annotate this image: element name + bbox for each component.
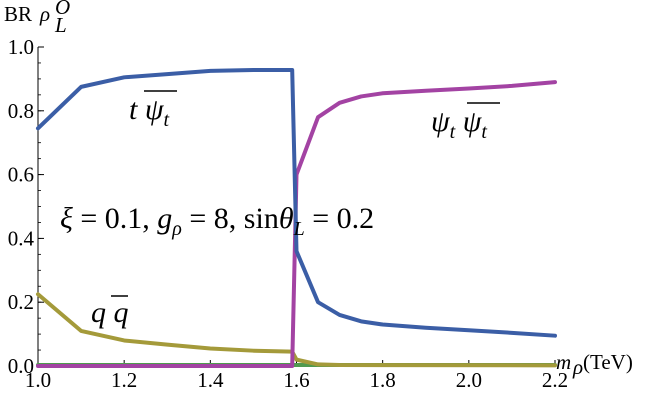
x-axis-label-rho: ρ <box>572 355 583 379</box>
y-tick-label: 0.8 <box>8 99 34 123</box>
y-tick-label: 0.0 <box>8 354 34 378</box>
y-tick-label: 0.2 <box>8 290 34 314</box>
x-axis-label-unit: (TeV) <box>583 350 633 374</box>
x-tick-label: 2.2 <box>542 368 568 392</box>
series-label-psi-psi: ψt ψt <box>431 105 487 143</box>
y-tick-label: 1.0 <box>8 35 34 59</box>
y-axis-label-base: BR <box>4 2 32 26</box>
x-tick-label: 1.8 <box>370 368 396 392</box>
y-tick-label: 0.6 <box>8 163 34 187</box>
ticks: 1.0 1.2 1.4 1.6 1.8 2.0 2.2 0.0 0.2 0.4 0.6 0.8 1.0 <box>8 35 568 392</box>
x-tick-label: 1.0 <box>25 368 51 392</box>
series-label-t-psi: t ψt <box>129 93 169 131</box>
series-label-q-q: q q <box>91 296 129 329</box>
y-axis-label-rho: ρ <box>39 2 50 26</box>
x-tick-label: 2.0 <box>456 368 482 392</box>
series-line-t-psi <box>36 67 557 338</box>
series-line-q-q <box>36 292 557 368</box>
series-line-psi-psi <box>36 80 557 368</box>
x-axis-label-m: m <box>556 350 571 374</box>
x-tick-label: 1.4 <box>197 368 224 392</box>
x-tick-label: 1.2 <box>111 368 137 392</box>
y-axis-label-sup: O <box>55 0 70 19</box>
y-tick-label: 0.4 <box>8 226 35 250</box>
y-axis-label-sub: L <box>54 13 67 37</box>
series-layer <box>36 67 557 368</box>
parameter-annotation: ξ = 0.1, gρ = 8, sinθL = 0.2 <box>60 202 374 240</box>
x-tick-label: 1.6 <box>283 368 309 392</box>
